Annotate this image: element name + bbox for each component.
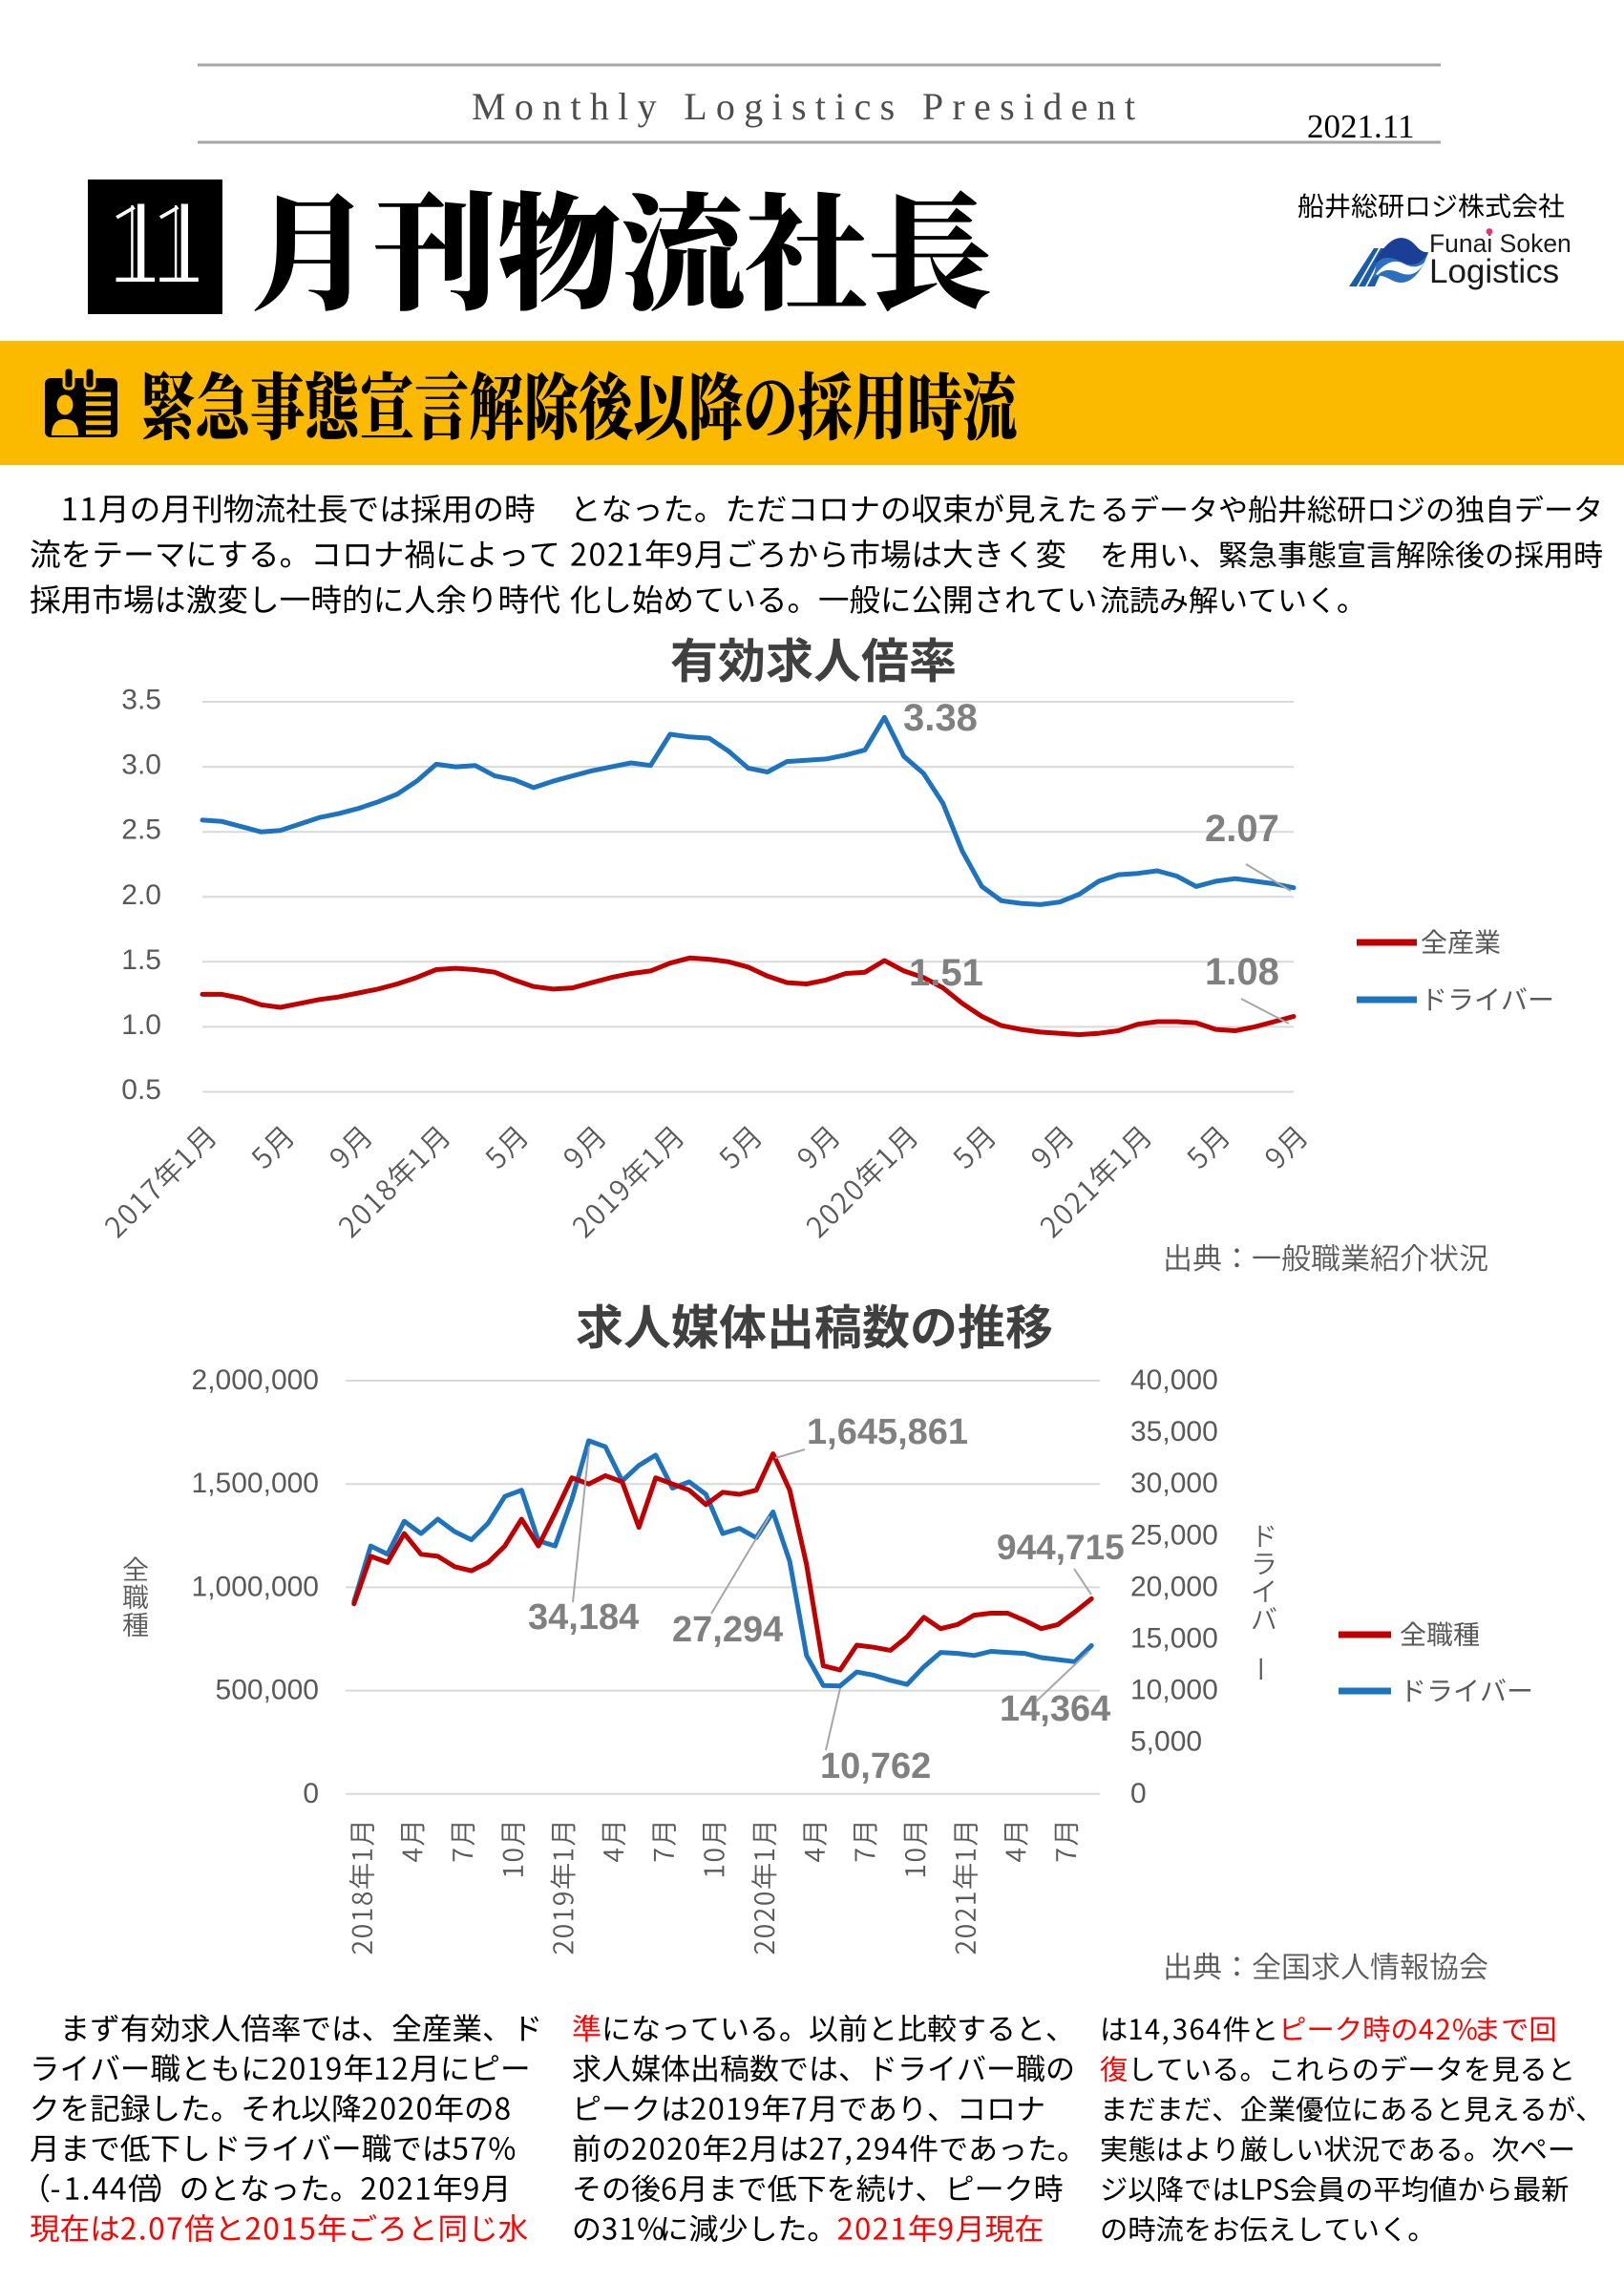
svg-text:1,645,861: 1,645,861 — [807, 1412, 968, 1452]
svg-text:20,000: 20,000 — [1130, 1571, 1218, 1602]
svg-text:0: 0 — [303, 1778, 319, 1809]
svg-text:1.0: 1.0 — [121, 1009, 161, 1041]
svg-text:27,294: 27,294 — [672, 1610, 783, 1650]
svg-text:3.5: 3.5 — [121, 685, 161, 716]
svg-text:5,000: 5,000 — [1130, 1726, 1202, 1758]
svg-text:1,000,000: 1,000,000 — [192, 1571, 319, 1602]
svg-text:3.38: 3.38 — [903, 697, 978, 739]
svg-text:34,184: 34,184 — [528, 1597, 639, 1638]
svg-text:1.51: 1.51 — [909, 952, 983, 994]
svg-text:0: 0 — [1130, 1778, 1147, 1809]
svg-text:0.5: 0.5 — [121, 1074, 161, 1106]
svg-text:1,500,000: 1,500,000 — [192, 1468, 319, 1499]
svg-text:3.0: 3.0 — [121, 750, 161, 781]
svg-text:Funai Soken: Funai Soken — [1429, 229, 1571, 258]
svg-text:2021.11: 2021.11 — [1307, 108, 1414, 145]
svg-text:944,715: 944,715 — [997, 1528, 1125, 1567]
svg-text:10,762: 10,762 — [820, 1746, 931, 1786]
svg-text:40,000: 40,000 — [1130, 1364, 1218, 1396]
svg-text:14,364: 14,364 — [1000, 1689, 1110, 1729]
svg-text:1.5: 1.5 — [121, 944, 161, 976]
svg-text:2.5: 2.5 — [121, 814, 161, 846]
svg-text:2.0: 2.0 — [121, 879, 161, 911]
svg-text:15,000: 15,000 — [1130, 1623, 1218, 1655]
svg-text:500,000: 500,000 — [216, 1675, 319, 1706]
svg-text:2,000,000: 2,000,000 — [192, 1364, 319, 1396]
svg-text:2.07: 2.07 — [1205, 808, 1279, 850]
svg-text:Logistics: Logistics — [1429, 253, 1559, 290]
svg-text:35,000: 35,000 — [1130, 1416, 1218, 1448]
svg-text:Monthly Logistics President: Monthly Logistics President — [472, 85, 1144, 128]
svg-text:25,000: 25,000 — [1130, 1519, 1218, 1551]
svg-text:30,000: 30,000 — [1130, 1468, 1218, 1499]
svg-text:10,000: 10,000 — [1130, 1675, 1218, 1706]
svg-text:1.08: 1.08 — [1205, 951, 1279, 993]
